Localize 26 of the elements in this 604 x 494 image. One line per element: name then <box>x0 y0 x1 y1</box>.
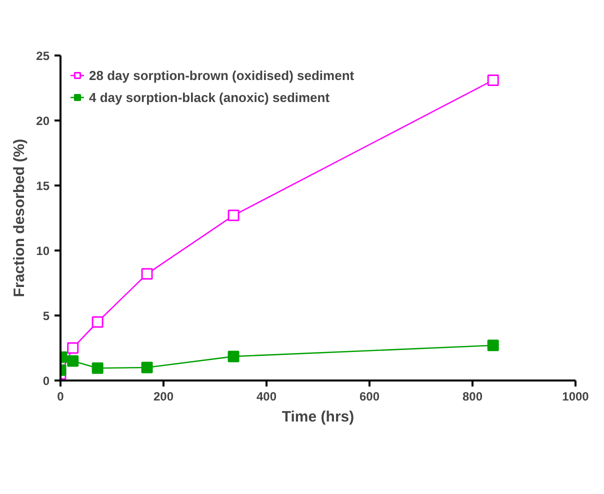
x-tick-label: 0 <box>57 390 64 404</box>
y-tick-label: 25 <box>36 49 50 63</box>
y-axis-title: Fraction desorbed (%) <box>11 138 28 298</box>
point <box>487 74 499 86</box>
point <box>141 268 153 280</box>
point <box>92 362 104 374</box>
x-tick-label: 1000 <box>562 390 590 404</box>
point <box>67 355 79 367</box>
x-tick-label: 400 <box>256 390 277 404</box>
legend-label: 28 day sorption-brown (oxidised) sediment <box>89 68 354 82</box>
y-tick-label: 10 <box>36 244 50 258</box>
point <box>228 210 240 222</box>
point <box>141 362 153 374</box>
x-tick-label: 800 <box>462 390 483 404</box>
y-tick-label: 0 <box>42 374 50 388</box>
x-tick-label: 200 <box>153 390 174 404</box>
y-tick-label: 15 <box>36 179 50 193</box>
x-axis-title: Time (hrs) <box>282 408 354 426</box>
point <box>228 350 240 362</box>
x-tick-label: 600 <box>359 390 380 404</box>
point <box>487 340 499 352</box>
point <box>67 342 79 354</box>
legend-label: 4 day sorption-black (anoxic) sediment <box>89 90 330 104</box>
point <box>92 316 104 328</box>
y-tick-label: 20 <box>36 114 50 128</box>
y-tick-label: 5 <box>42 309 50 323</box>
